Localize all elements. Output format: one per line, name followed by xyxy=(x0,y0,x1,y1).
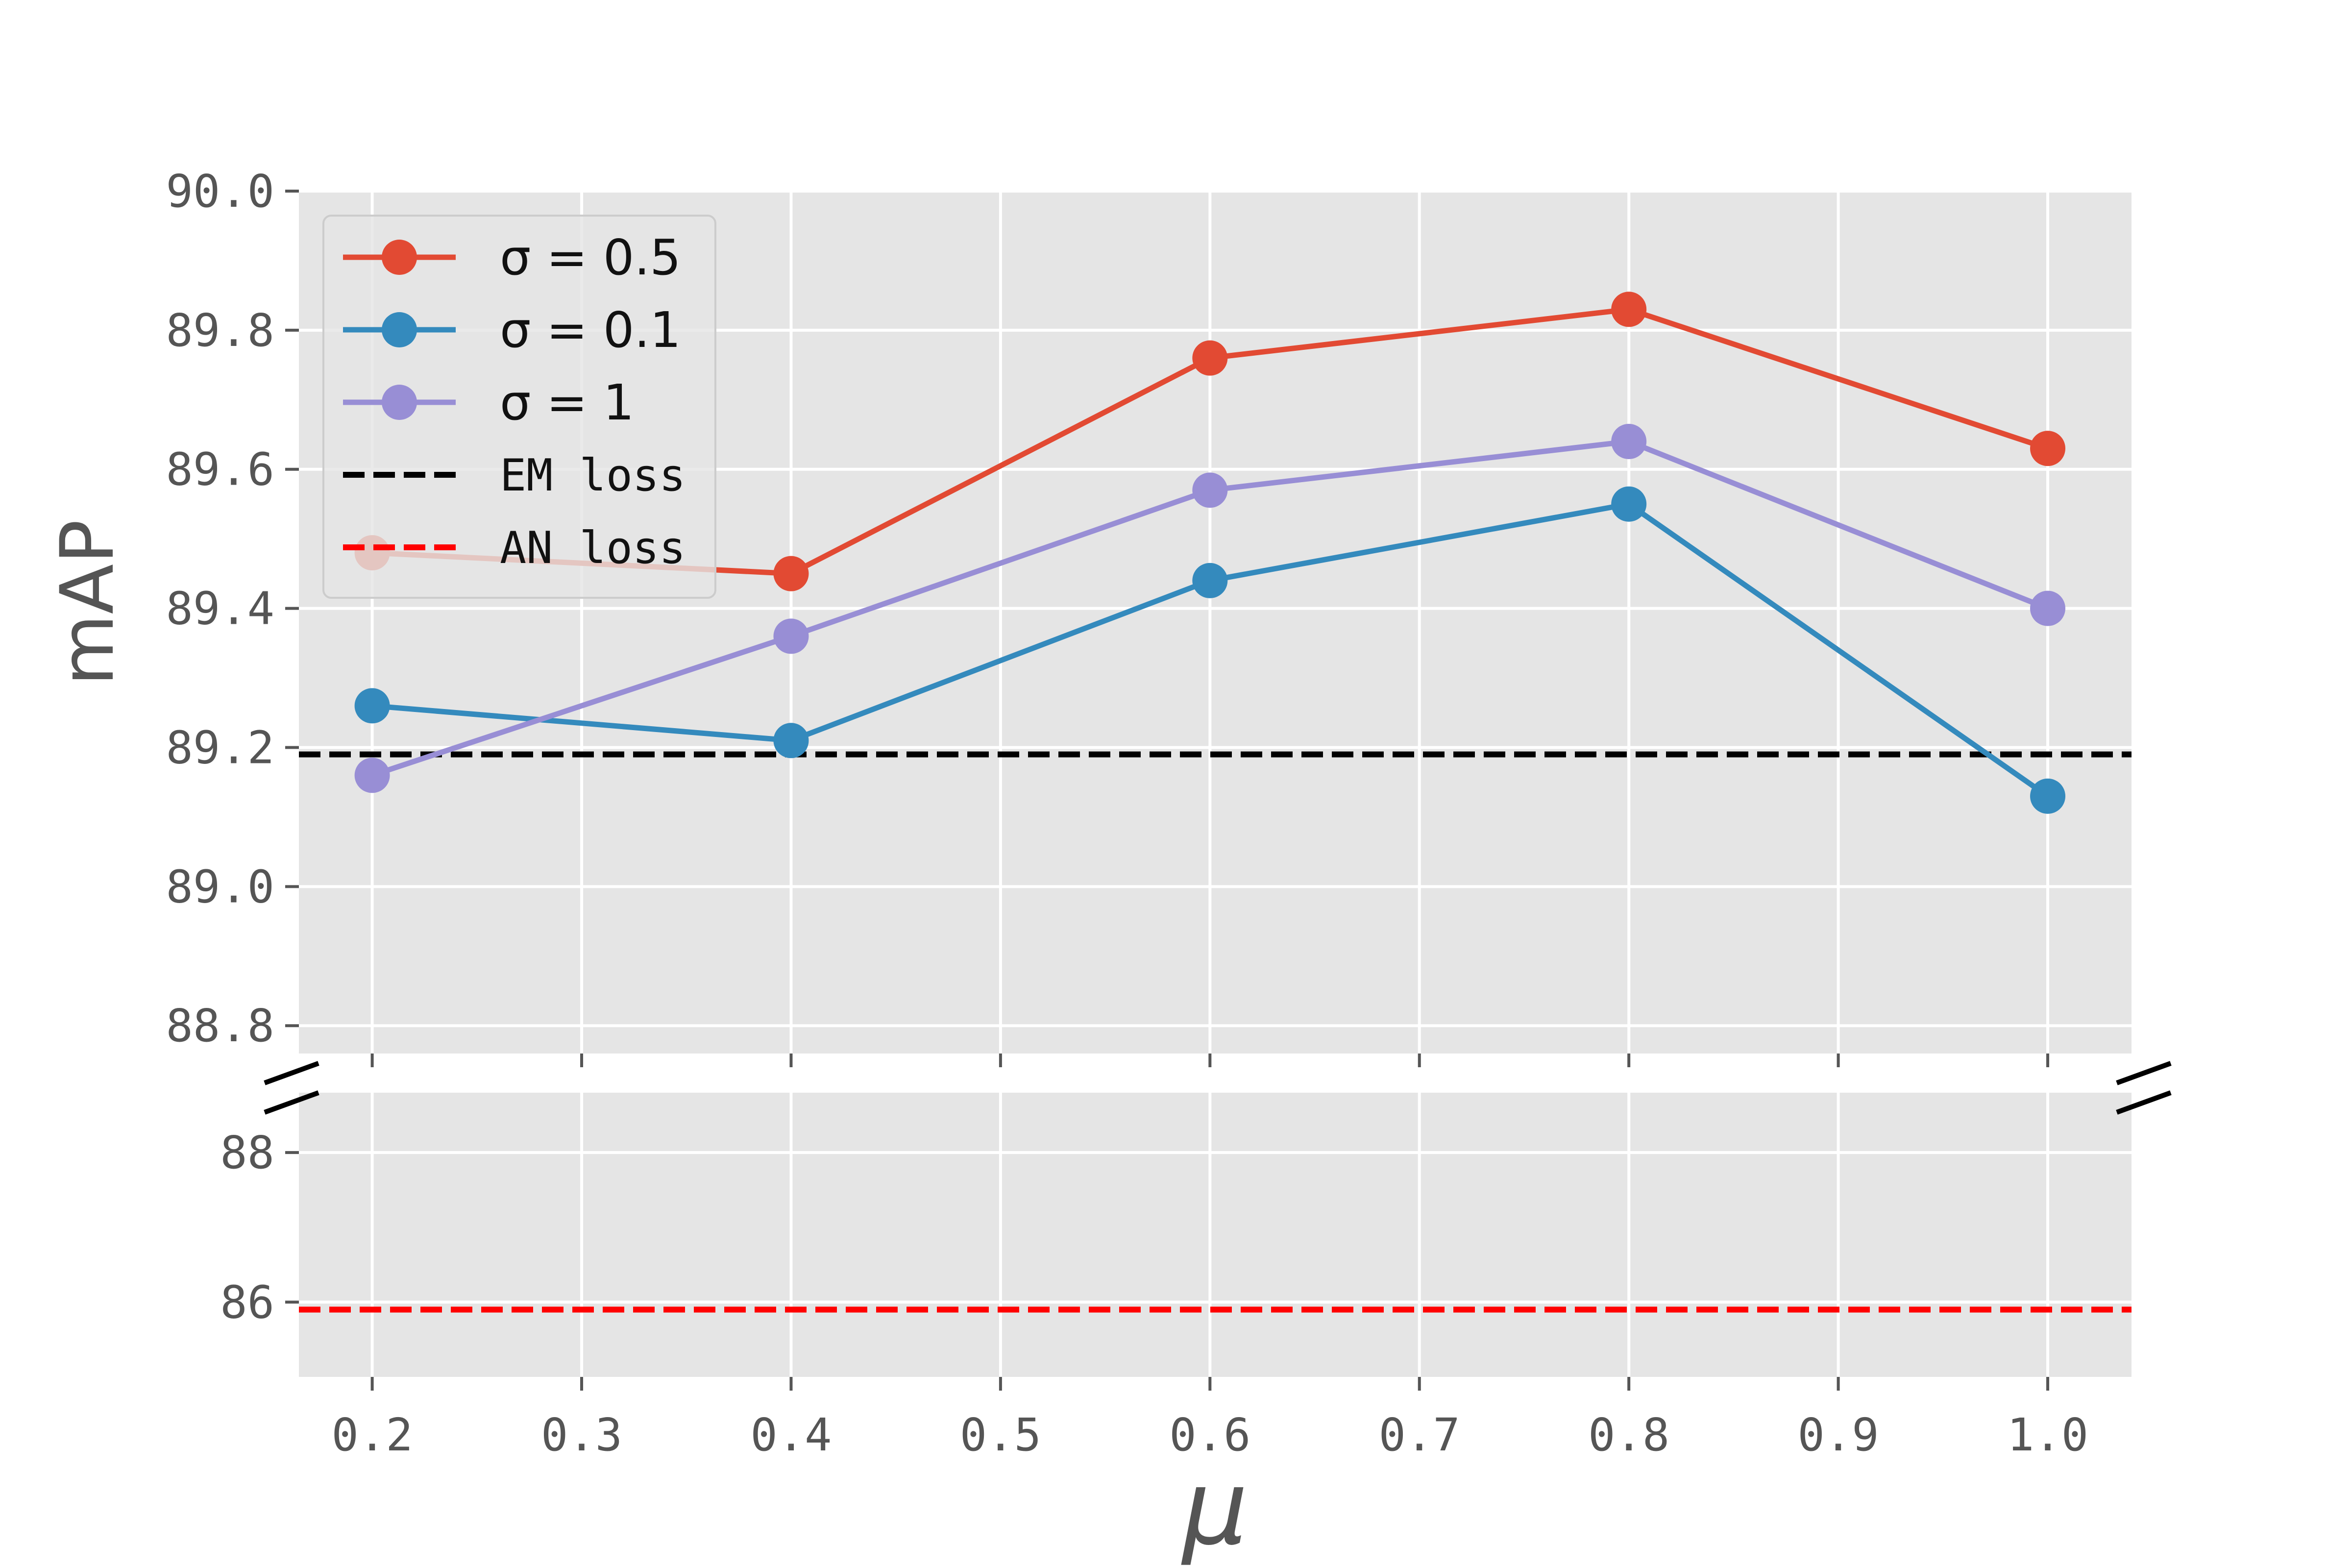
x-tick-label: 0.5 xyxy=(960,1409,1041,1461)
reference-lines xyxy=(299,751,2132,1313)
lower-plot-background xyxy=(299,1093,2132,1377)
legend-swatch-marker xyxy=(382,240,417,275)
data-point xyxy=(354,758,390,793)
data-point xyxy=(1611,292,1647,327)
legend-label: EM loss xyxy=(500,450,686,501)
data-point xyxy=(2030,590,2066,626)
legend-label: AN loss xyxy=(500,522,686,574)
data-point xyxy=(1611,423,1647,459)
data-point xyxy=(1192,563,1228,598)
legend-box xyxy=(322,215,716,599)
legend-swatch-marker xyxy=(382,312,417,347)
x-tick-label: 0.6 xyxy=(1169,1409,1250,1461)
data-point xyxy=(2030,431,2066,466)
y-tick-label-upper: 90.0 xyxy=(166,165,274,218)
legend-label: σ = 0.1 xyxy=(500,301,681,359)
y-tick-label-lower: 88 xyxy=(220,1127,274,1179)
x-tick-label: 0.2 xyxy=(332,1409,413,1461)
data-point xyxy=(1192,340,1228,376)
x-axis-title: μ xyxy=(1181,1448,1248,1568)
data-point xyxy=(773,556,809,591)
legend-swatch-marker xyxy=(382,385,417,420)
x-tick-label: 1.0 xyxy=(2007,1409,2088,1461)
y-tick-label-lower: 86 xyxy=(220,1276,274,1328)
x-tick-label: 0.8 xyxy=(1588,1409,1669,1461)
y-tick-label-upper: 89.6 xyxy=(166,443,274,496)
legend: σ = 0.5 σ = 0.1 σ = 1 EM loss AN loss xyxy=(322,215,716,599)
x-tick-label: 0.7 xyxy=(1379,1409,1460,1461)
break-mark xyxy=(264,1090,319,1115)
y-tick-label-upper: 89.2 xyxy=(166,721,274,774)
axis-break-marks xyxy=(264,1061,2172,1115)
y-axis-title: mAP xyxy=(45,519,130,686)
y-tick-label-upper: 88.8 xyxy=(166,1000,274,1052)
y-tick-label-upper: 89.8 xyxy=(166,304,274,357)
data-point xyxy=(2030,778,2066,814)
data-point xyxy=(1611,486,1647,522)
legend-label: σ = 1 xyxy=(500,374,634,431)
data-point xyxy=(773,723,809,759)
break-mark xyxy=(264,1061,319,1085)
y-tick-label-upper: 89.4 xyxy=(166,583,274,635)
data-point xyxy=(1192,472,1228,508)
legend-label: σ = 0.5 xyxy=(500,229,681,286)
break-mark xyxy=(2116,1090,2172,1115)
data-point xyxy=(354,688,390,724)
ticks: 0.2 0.3 0.4 0.5 0.6 0.7 0.8 0.9 1.0 88.8 89.0 89.2 8… xyxy=(166,165,2088,1461)
data-point xyxy=(773,618,809,654)
x-tick-label: 0.9 xyxy=(1798,1409,1879,1461)
x-tick-label: 0.3 xyxy=(541,1409,622,1461)
break-mark xyxy=(2116,1061,2172,1085)
x-tick-label: 0.4 xyxy=(750,1409,832,1461)
y-tick-label-upper: 89.0 xyxy=(166,860,274,913)
